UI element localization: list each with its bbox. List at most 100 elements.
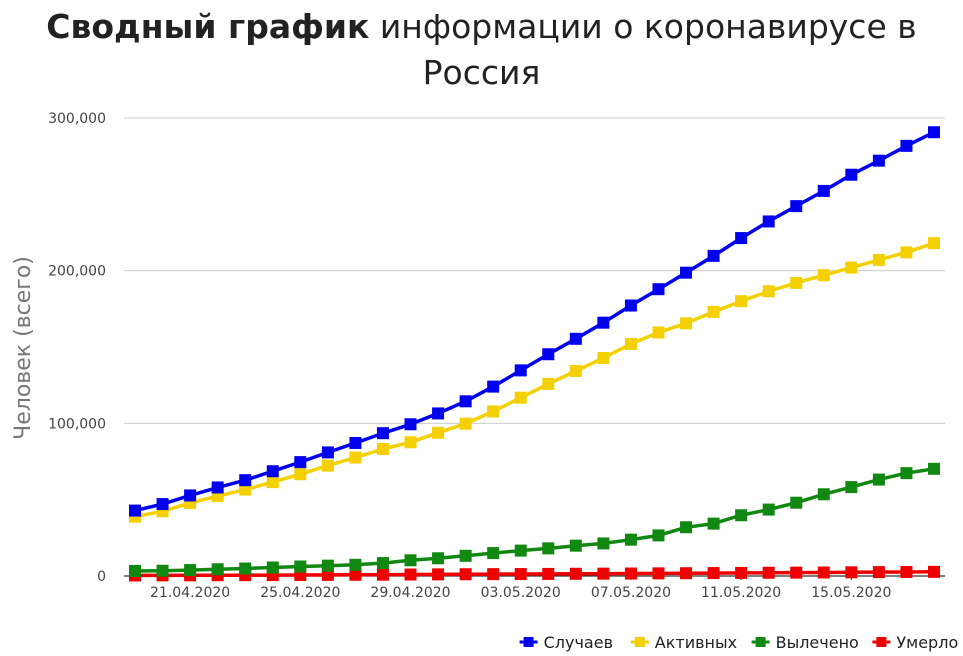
data-point [321, 559, 334, 572]
data-point [569, 332, 582, 345]
data-point [624, 567, 637, 580]
x-tick-label: 21.04.2020 [150, 585, 230, 601]
data-point [817, 488, 830, 501]
data-point [349, 558, 362, 571]
x-tick-label: 15.05.2020 [811, 585, 891, 601]
chart-title-rest: информации о коронавирусе в [379, 7, 917, 46]
data-point [542, 348, 555, 361]
data-point [900, 467, 913, 480]
data-point [129, 564, 141, 577]
legend: Случаев Активных Вылечено Умерло [519, 633, 958, 652]
series-line [135, 570, 935, 578]
y-tick-label: 300,000 [48, 111, 106, 127]
data-point [680, 567, 693, 580]
data-point [404, 436, 417, 449]
data-point [459, 549, 472, 562]
chart-title-line2: Россия [422, 53, 541, 92]
data-point [569, 539, 582, 552]
data-point [459, 568, 472, 581]
data-point [845, 566, 858, 579]
data-point [900, 246, 913, 259]
data-point [569, 567, 582, 580]
x-tick-label: 25.04.2020 [260, 585, 340, 601]
data-point [652, 283, 665, 296]
data-point [211, 563, 224, 576]
data-point [900, 565, 913, 578]
data-point [432, 552, 445, 565]
y-tick-label: 100,000 [48, 416, 106, 432]
legend-item: Случаев [519, 633, 613, 652]
data-point [845, 168, 858, 181]
legend-marker [755, 637, 766, 647]
data-point [928, 126, 940, 139]
x-tick-label: 29.04.2020 [370, 585, 450, 601]
legend-marker [634, 637, 645, 647]
legend-item: Вылечено [751, 633, 859, 652]
data-point [376, 427, 389, 440]
data-point [211, 481, 224, 494]
legend-label: Вылечено [776, 633, 859, 652]
data-point [707, 249, 720, 262]
data-point [266, 465, 279, 478]
series-2 [129, 237, 940, 523]
data-point [735, 566, 748, 579]
x-tick-label: 11.05.2020 [701, 585, 781, 601]
data-point [845, 481, 858, 494]
data-point [680, 521, 693, 534]
data-point [790, 566, 803, 579]
data-point [349, 568, 362, 581]
data-point [707, 305, 720, 318]
data-point [790, 200, 803, 213]
data-point [872, 253, 885, 266]
data-point [487, 568, 500, 581]
data-point [514, 568, 527, 581]
data-point [542, 567, 555, 580]
data-point [735, 295, 748, 308]
data-point [459, 417, 472, 430]
data-point [762, 503, 775, 516]
legend-label: Активных [655, 633, 737, 652]
data-point [680, 266, 693, 279]
data-point [624, 299, 637, 312]
data-point [569, 364, 582, 377]
x-tick-label: 03.05.2020 [481, 585, 561, 601]
legend-marker [876, 637, 887, 647]
data-point [762, 285, 775, 298]
data-point [487, 405, 500, 418]
data-point [597, 351, 610, 364]
x-axis-ticks: 21.04.2020 25.04.2020 29.04.2020 03.05.2020… [150, 576, 891, 601]
data-point [239, 562, 252, 575]
data-point [762, 566, 775, 579]
data-point [514, 391, 527, 404]
y-tick-label: 0 [97, 569, 106, 585]
legend-marker [523, 637, 534, 647]
data-point [129, 504, 141, 517]
series-line [134, 467, 935, 573]
y-axis-label: Человек (всего) [11, 256, 36, 440]
data-point [707, 567, 720, 580]
data-point [845, 261, 858, 274]
series-3 [129, 462, 940, 577]
legend-label: Случаев [544, 633, 613, 652]
data-point [817, 184, 830, 197]
data-point [432, 426, 445, 439]
data-point [321, 446, 334, 459]
data-point [514, 544, 527, 557]
series-line [134, 130, 935, 513]
data-point [404, 568, 417, 581]
data-point [790, 496, 803, 509]
data-point [294, 560, 307, 573]
legend-label: Умерло [896, 633, 958, 652]
data-point [872, 154, 885, 167]
x-tick-label: 07.05.2020 [591, 585, 671, 601]
data-point [487, 380, 500, 393]
data-point [184, 564, 197, 577]
data-point [542, 377, 555, 390]
data-point [928, 565, 940, 578]
data-point [239, 483, 252, 496]
data-point [432, 407, 445, 420]
data-point [487, 547, 500, 560]
chart-title: Сводный график информации о коронавирусе… [0, 4, 963, 96]
data-point [652, 567, 665, 580]
